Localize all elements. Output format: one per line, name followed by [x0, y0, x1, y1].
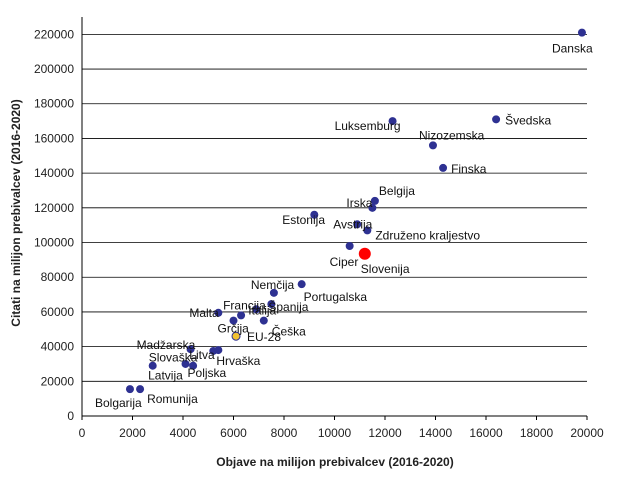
point-label: Grčija — [218, 322, 250, 336]
y-tick-label: 80000 — [41, 270, 75, 284]
point-label: Francija — [223, 298, 266, 312]
x-tick-label: 16000 — [469, 426, 503, 440]
point-label: Madžarska — [137, 338, 196, 352]
point-label: Švedska — [505, 112, 551, 127]
point-label: Hrvaška — [216, 354, 260, 368]
x-tick-label: 14000 — [419, 426, 453, 440]
y-axis-title: Citati na milijon prebivalcev (2016-2020… — [9, 99, 23, 326]
x-tick-label: 2000 — [119, 426, 146, 440]
point-label: Irska — [346, 196, 372, 210]
point-label: Belgija — [379, 184, 415, 198]
data-point — [310, 210, 319, 219]
data-point — [353, 220, 362, 229]
point-labels: Danska Švedska Luksemburg Nizozemska Finska B… — [95, 42, 593, 410]
point-label: Avstrija — [333, 217, 372, 231]
data-point — [358, 247, 371, 260]
data-point — [229, 316, 238, 325]
data-point — [186, 345, 195, 354]
data-point — [368, 203, 377, 212]
data-point — [269, 288, 278, 297]
data-point — [577, 28, 586, 37]
x-axis-title: Objave na milijon prebivalcev (2016-2020… — [216, 455, 453, 469]
x-tick-label: 10000 — [318, 426, 352, 440]
x-tick-label: 0 — [79, 426, 86, 440]
data-point — [148, 361, 157, 370]
point-label: Slovaška — [149, 351, 198, 365]
point-label: Nemčija — [251, 278, 295, 292]
y-tick-label: 40000 — [41, 340, 75, 354]
point-label: Luksemburg — [335, 119, 401, 133]
y-tick-label: 140000 — [34, 166, 74, 180]
y-tick-label: 200000 — [34, 62, 74, 76]
y-tick-label: 220000 — [34, 27, 74, 41]
data-point — [439, 163, 448, 172]
point-label: Italija — [248, 303, 276, 317]
point-label: Danska — [552, 42, 593, 56]
data-point — [189, 361, 198, 370]
data-point — [428, 141, 437, 150]
point-label: Romunija — [147, 392, 198, 406]
y-tick-label: 20000 — [41, 374, 75, 388]
point-label: Češka — [272, 324, 306, 339]
data-point — [214, 308, 223, 317]
point-label: Finska — [451, 162, 487, 176]
point-label: Španija — [268, 299, 308, 314]
point-label: Ciper — [330, 255, 359, 269]
data-point — [237, 311, 246, 320]
point-label: Latvija — [148, 369, 183, 383]
point-label: Poljska — [188, 366, 227, 380]
tick-labels: 0200004000060000800001000001200001400001… — [34, 27, 604, 440]
point-label: Estonija — [282, 213, 325, 227]
x-tick-label: 18000 — [520, 426, 554, 440]
axes — [81, 17, 588, 420]
x-tick-label: 12000 — [368, 426, 402, 440]
data-point — [370, 196, 379, 205]
y-tick-label: 120000 — [34, 201, 74, 215]
gridlines — [82, 33, 587, 382]
data-point — [267, 300, 276, 309]
point-label: Združeno kraljestvo — [375, 228, 480, 242]
y-tick-label: 160000 — [34, 131, 74, 145]
point-label: Nizozemska — [419, 128, 485, 142]
data-point — [492, 115, 501, 124]
data-point — [345, 241, 354, 250]
x-tick-label: 20000 — [570, 426, 604, 440]
y-tick-label: 100000 — [34, 236, 74, 250]
data-point — [363, 226, 372, 235]
x-tick-label: 8000 — [271, 426, 298, 440]
data-point — [231, 331, 241, 341]
y-tick-label: 0 — [67, 409, 74, 423]
point-label: Portugalska — [304, 290, 368, 304]
data-point — [136, 385, 145, 394]
point-label: Slovenija — [361, 262, 410, 276]
data-point — [252, 305, 261, 314]
x-tick-label: 4000 — [170, 426, 197, 440]
data-points — [125, 28, 586, 394]
data-point — [259, 316, 268, 325]
point-label: Bolgarija — [95, 396, 142, 410]
data-point — [297, 280, 306, 289]
point-label: Malta — [189, 306, 219, 320]
data-point — [214, 346, 223, 355]
data-point — [388, 117, 397, 126]
y-tick-label: 180000 — [34, 97, 74, 111]
x-tick-label: 6000 — [220, 426, 247, 440]
data-point — [125, 385, 134, 394]
data-point — [181, 359, 190, 368]
y-tick-label: 60000 — [41, 305, 75, 319]
point-label: EU-28 — [247, 330, 281, 344]
point-label: Litva — [189, 348, 215, 362]
